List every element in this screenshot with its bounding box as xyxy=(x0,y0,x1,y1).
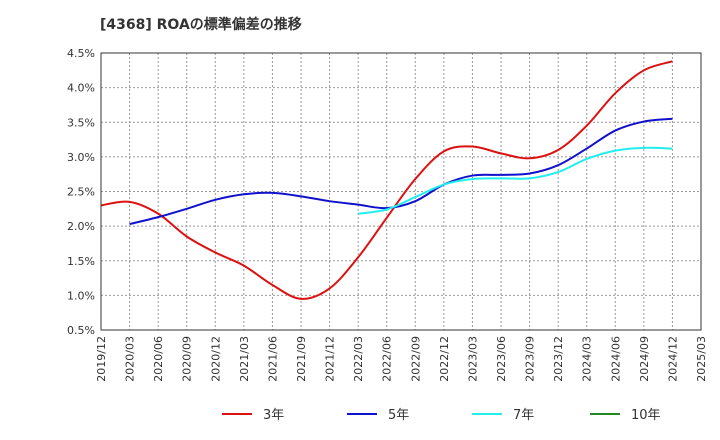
x-tick-label: 2023/12 xyxy=(552,336,565,382)
x-tick-label: 2022/09 xyxy=(409,336,422,382)
y-tick-label: 1.0% xyxy=(67,289,95,302)
y-tick-label: 3.0% xyxy=(67,151,95,164)
x-tick-label: 2024/12 xyxy=(666,336,679,382)
x-tick-label: 2023/03 xyxy=(466,336,479,382)
x-tick-label: 2021/12 xyxy=(324,336,337,382)
x-axis: 2019/12 2020/03 2020/06 2020/09 2020/12 2021/… xyxy=(95,336,708,382)
x-tick-label: 2023/09 xyxy=(524,336,537,382)
series-line-2 xyxy=(357,146,673,215)
x-tick-label: 2019/12 xyxy=(95,336,108,382)
legend-label: 3年 xyxy=(263,408,284,423)
x-tick-label: 2022/12 xyxy=(438,336,451,382)
x-tick-label: 2020/09 xyxy=(181,336,194,382)
series-line-0 xyxy=(100,60,673,300)
x-tick-label: 2023/06 xyxy=(495,336,508,382)
x-tick-label: 2020/03 xyxy=(124,336,137,382)
x-tick-label: 2022/03 xyxy=(352,336,365,382)
legend-label: 5年 xyxy=(388,408,409,423)
legend: 3年 5年 7年 10年 xyxy=(222,408,661,423)
y-tick-label: 0.5% xyxy=(67,324,95,337)
x-tick-label: 2021/03 xyxy=(238,336,251,382)
series-line-1 xyxy=(129,117,673,226)
y-tick-label: 4.0% xyxy=(67,82,95,95)
legend-label: 10年 xyxy=(631,408,661,423)
x-tick-label: 2025/03 xyxy=(695,336,708,382)
grid xyxy=(100,52,702,331)
y-tick-label: 1.5% xyxy=(67,255,95,268)
y-tick-label: 4.5% xyxy=(67,47,95,60)
y-tick-label: 3.5% xyxy=(67,116,95,129)
x-tick-label: 2024/03 xyxy=(581,336,594,382)
x-tick-label: 2020/06 xyxy=(152,336,165,382)
y-tick-label: 2.0% xyxy=(67,220,95,233)
x-tick-label: 2022/06 xyxy=(381,336,394,382)
x-tick-label: 2021/09 xyxy=(295,336,308,382)
y-tick-label: 2.5% xyxy=(67,186,95,199)
x-tick-label: 2021/06 xyxy=(266,336,279,382)
x-tick-label: 2024/06 xyxy=(609,336,622,382)
series-lines xyxy=(100,60,673,300)
x-tick-label: 2024/09 xyxy=(638,336,651,382)
x-tick-label: 2020/12 xyxy=(209,336,222,382)
y-axis: 0.5% 1.0% 1.5% 2.0% 2.5% 3.0% 3.5% 4.0% 4.5% xyxy=(67,47,95,337)
chart-title: [4368] ROAの標準偏差の推移 xyxy=(100,16,302,33)
legend-label: 7年 xyxy=(513,408,534,423)
plot-frame xyxy=(100,52,702,331)
